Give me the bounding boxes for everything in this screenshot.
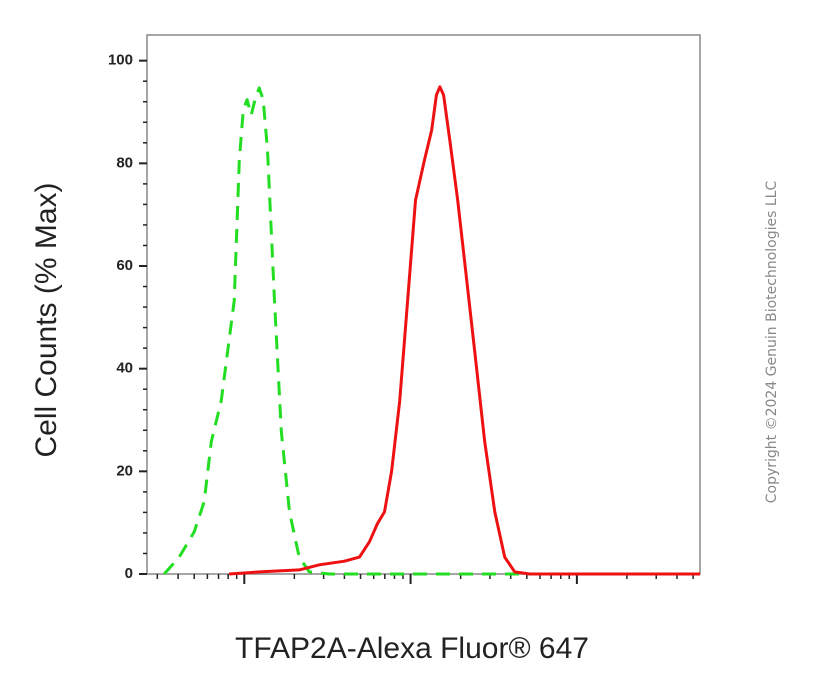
y-tick-label: 20 xyxy=(116,462,133,479)
series-line xyxy=(228,85,700,576)
plot-frame xyxy=(146,34,701,575)
y-tick-label: 40 xyxy=(116,360,133,377)
watermark: Copyright ©2024 Genuin Biotechnologies L… xyxy=(764,181,780,504)
y-tick-label: 60 xyxy=(116,257,133,274)
y-axis-label: Cell Counts (% Max) xyxy=(30,182,63,457)
x-axis-label: TFAP2A-Alexa Fluor® 647 xyxy=(235,632,589,665)
series-line xyxy=(163,86,700,576)
y-tick-label: 100 xyxy=(108,52,133,69)
y-tick-label: 0 xyxy=(125,565,133,582)
y-tick-label: 80 xyxy=(116,154,133,171)
